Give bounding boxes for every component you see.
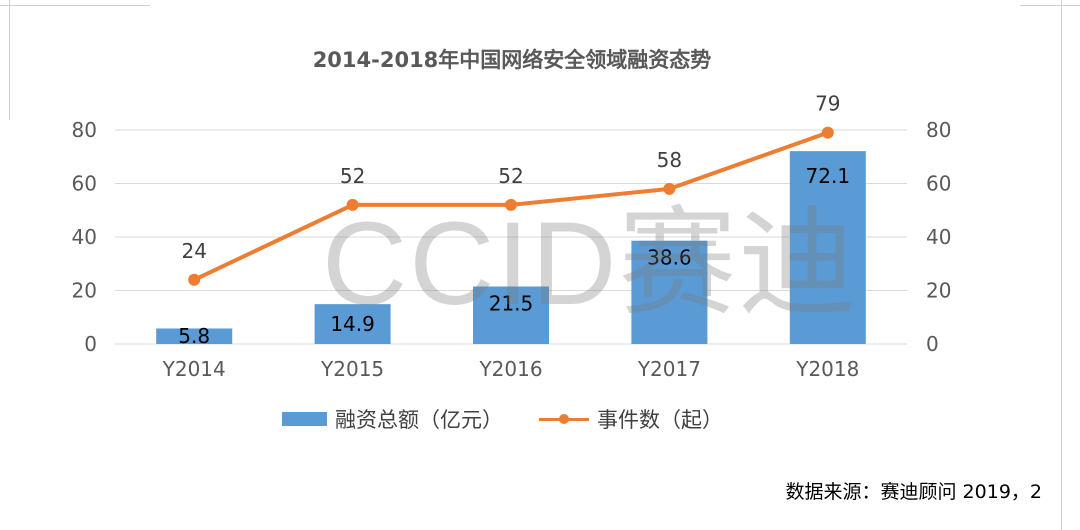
y-left-tick-label: 40: [72, 225, 97, 249]
y-right-tick-label: 0: [926, 332, 939, 356]
y-right-tick-label: 60: [926, 172, 951, 196]
watermark: CCID赛迪: [322, 198, 859, 330]
legend-item-bar: 融资总额（亿元）: [282, 404, 503, 434]
y-left-tick-label: 0: [84, 332, 97, 356]
frame-left: [9, 0, 10, 120]
bar: [473, 286, 549, 344]
legend: 融资总额（亿元） 事件数（起）: [282, 404, 759, 434]
y-right-tick-label: 40: [926, 225, 951, 249]
x-tick-label: Y2016: [478, 357, 542, 381]
y-right-tick-label: 20: [926, 279, 951, 303]
y-left-tick-label: 80: [72, 118, 97, 142]
bar-data-label: 38.6: [647, 246, 692, 270]
line-data-label: 52: [340, 164, 365, 188]
line-point: [188, 273, 201, 286]
bar: [156, 328, 233, 344]
line-data-label: 79: [815, 92, 840, 116]
x-tick-label: Y2017: [637, 357, 701, 381]
bar-data-label: 72.1: [806, 164, 851, 188]
bar: [631, 240, 708, 344]
bar: [789, 151, 866, 344]
bar-data-label: 14.9: [330, 312, 375, 336]
y-left-tick-label: 60: [72, 172, 97, 196]
y-left-tick-label: 20: [72, 279, 97, 303]
legend-swatch-line: [539, 412, 589, 426]
x-tick-label: Y2018: [795, 357, 859, 381]
source-note: 数据来源：赛迪顾问 2019，2: [785, 481, 1042, 503]
frame-right: [1061, 0, 1062, 530]
frame-top-right: [1020, 5, 1080, 6]
x-tick-label: Y2014: [162, 357, 226, 381]
frame-top-left: [0, 5, 150, 6]
bar-data-label: 5.8: [178, 324, 210, 348]
chart-title: 2014-2018年中国网络安全领域融资态势: [312, 48, 712, 72]
legend-swatch-bar: [282, 412, 327, 426]
legend-label-line: 事件数（起）: [597, 408, 723, 432]
legend-label-bar: 融资总额（亿元）: [335, 408, 503, 432]
legend-item-line: 事件数（起）: [539, 404, 723, 434]
line-point: [346, 198, 359, 211]
bar-data-label: 21.5: [489, 291, 534, 315]
line-point: [821, 126, 834, 139]
line-data-label: 58: [657, 148, 682, 172]
line-point: [505, 198, 517, 211]
line-data-label: 24: [181, 239, 206, 263]
line-point: [663, 182, 676, 195]
x-tick-label: Y2015: [320, 357, 384, 381]
line-data-label: 52: [498, 164, 523, 188]
bar: [314, 304, 391, 344]
y-right-tick-label: 80: [926, 118, 951, 142]
